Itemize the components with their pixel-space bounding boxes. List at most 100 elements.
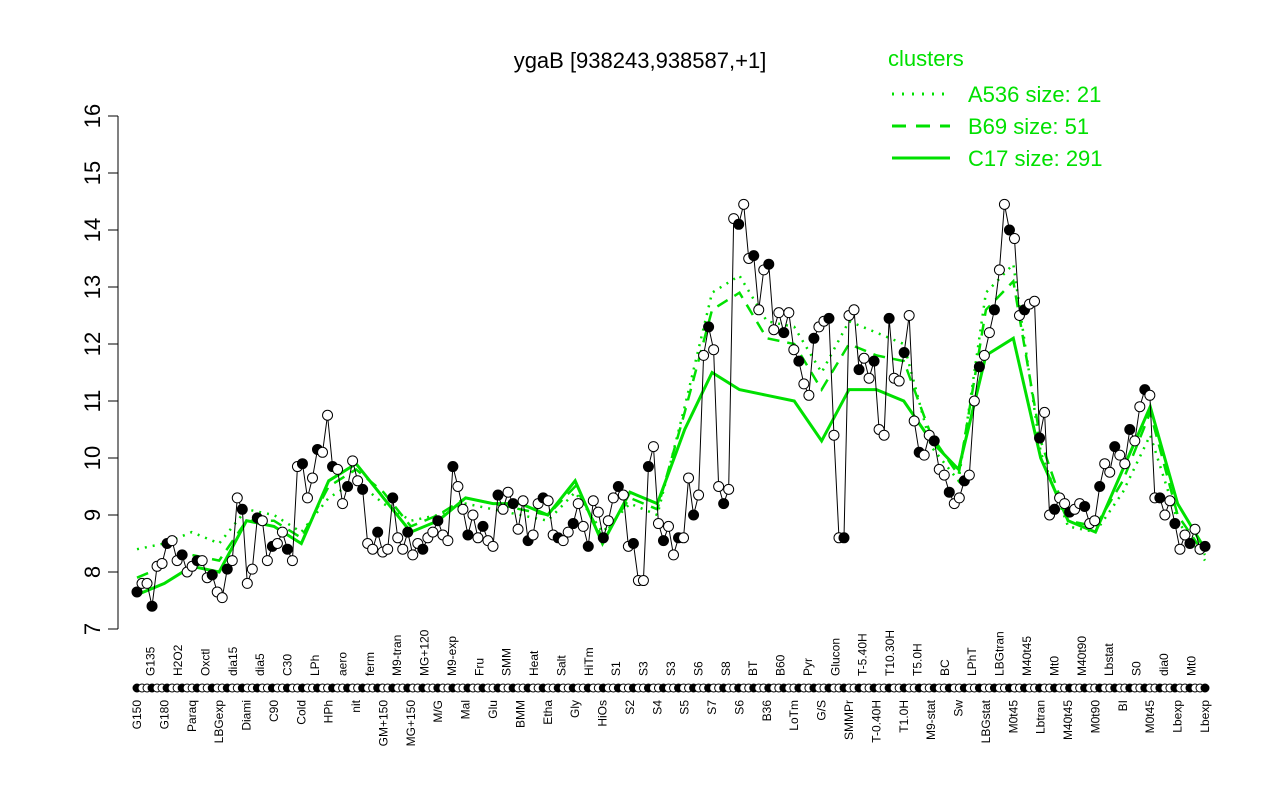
data-point: [1049, 503, 1061, 515]
x-tick-label: H2O2: [171, 644, 185, 676]
data-point: [246, 563, 258, 575]
data-point: [226, 555, 238, 567]
x-tick-label: MG+150: [404, 700, 418, 747]
data-point: [1094, 481, 1106, 492]
data-point: [627, 538, 639, 549]
x-tick-label: LBGstat: [979, 699, 993, 743]
data-point: [642, 461, 654, 473]
x-tick-label: T5.0H: [910, 643, 924, 676]
data-point: [542, 495, 554, 507]
x-tick-label: Lbtran: [1034, 700, 1048, 734]
data-point: [467, 509, 479, 521]
data-point: [131, 586, 143, 598]
x-tick-label: Heat: [527, 650, 541, 676]
data-point: [1174, 543, 1186, 555]
data-point: [1089, 515, 1101, 527]
legend-entry: B69 size: 51: [968, 114, 1089, 139]
data-point: [617, 489, 629, 501]
data-point: [572, 498, 584, 510]
legend-title: clusters: [888, 46, 964, 71]
data-point: [141, 577, 153, 589]
data-point: [703, 321, 715, 333]
data-point: [1124, 424, 1136, 435]
data-point: [908, 415, 920, 427]
data-point: [322, 409, 334, 421]
data-point: [863, 372, 875, 384]
data-point: [306, 472, 318, 484]
data-point: [457, 503, 469, 515]
x-tick-label: BC: [938, 659, 952, 676]
data-point: [953, 492, 965, 504]
data-point: [577, 520, 589, 532]
x-tick-label: aero: [335, 652, 349, 676]
chart-title: ygaB [938243,938587,+1]: [514, 48, 767, 73]
data-point: [683, 472, 695, 484]
cluster-line-dotted: [136, 261, 1207, 562]
data-point: [602, 515, 614, 527]
data-point: [236, 503, 248, 515]
x-tick-label: Mt0: [1047, 656, 1061, 676]
x-tick-label: HPh: [322, 700, 336, 723]
x-tick-label: LPh: [308, 655, 322, 676]
x-tick-label: Sw: [952, 700, 966, 717]
data-point: [783, 307, 795, 319]
x-tick-label: M/G: [431, 700, 445, 723]
data-point: [587, 495, 599, 507]
data-point: [146, 600, 158, 612]
data-point: [793, 355, 805, 367]
data-point: [261, 555, 273, 567]
data-point: [342, 481, 354, 492]
data-point: [387, 492, 399, 504]
x-axis-labels: G150 G135 G180 H2O2 Paraq Oxctl LBGexp dia15 Dia…: [130, 629, 1212, 746]
x-tick-label: dia5: [253, 653, 267, 676]
data-point: [1109, 441, 1121, 453]
data-point: [1144, 389, 1156, 401]
data-point: [472, 532, 484, 544]
x-tick-label: Paraq: [185, 700, 199, 732]
data-point: [447, 461, 459, 473]
x-tick-label: M0t45: [1006, 700, 1020, 734]
data-point: [853, 364, 865, 376]
data-point: [963, 469, 975, 481]
x-tick-label: LPhT: [965, 647, 979, 676]
data-point: [1199, 540, 1211, 552]
x-tick-label: C90: [267, 700, 281, 722]
x-tick-label: Cold: [294, 700, 308, 725]
x-tick-label: T-0.40H: [869, 700, 883, 743]
data-point: [607, 492, 619, 504]
data-point: [788, 344, 800, 356]
x-tick-label: MG+120: [418, 629, 432, 676]
data-point: [402, 526, 414, 538]
x-tick-label: G150: [130, 700, 144, 730]
x-tick-label: Glucon: [828, 638, 842, 676]
x-tick-label: ferm: [363, 652, 377, 676]
x-tick-label: BT: [746, 660, 760, 676]
data-point: [256, 515, 268, 527]
data-point: [738, 198, 750, 210]
data-point: [382, 543, 394, 555]
data-point: [763, 258, 775, 270]
data-point: [452, 481, 464, 492]
data-point: [296, 458, 308, 470]
data-line: [136, 204, 1206, 607]
data-point: [1099, 458, 1111, 470]
y-tick-label: 12: [80, 332, 105, 356]
data-point: [427, 526, 439, 538]
data-point: [337, 498, 349, 510]
data-point: [1169, 518, 1181, 530]
data-point: [708, 344, 720, 356]
data-point: [903, 310, 915, 321]
data-point: [652, 518, 664, 530]
x-tick-label: M40t90: [1075, 636, 1089, 676]
data-point: [1129, 435, 1141, 447]
data-point: [657, 535, 669, 547]
x-tick-label: M9-tran: [390, 635, 404, 676]
data-point: [557, 535, 569, 547]
data-point: [276, 526, 288, 538]
data-point: [1179, 529, 1191, 541]
data-point: [988, 304, 1000, 316]
x-tick-label: G180: [157, 700, 171, 730]
x-tick-label: Fru: [472, 658, 486, 676]
data-point: [1184, 538, 1196, 549]
